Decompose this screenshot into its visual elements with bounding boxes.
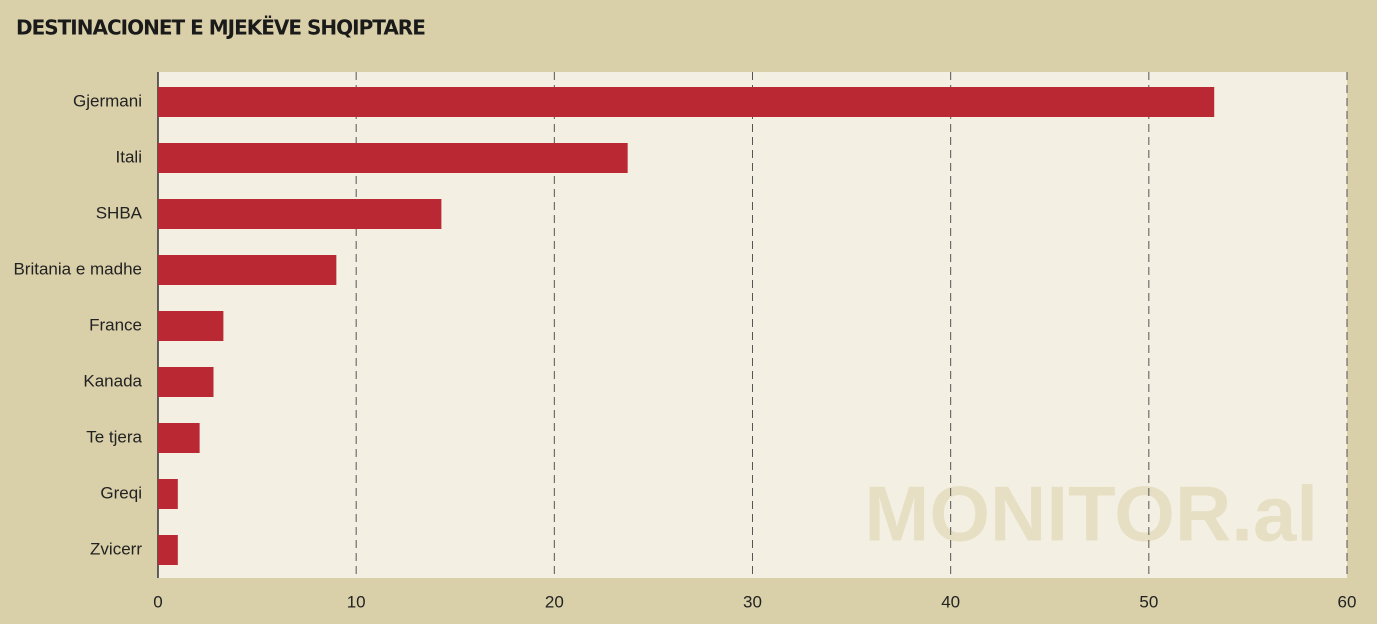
- y-tick-label: Zvicerr: [90, 539, 142, 558]
- bar: [158, 367, 214, 397]
- x-tick-label: 10: [347, 592, 366, 611]
- x-tick-label: 20: [545, 592, 564, 611]
- y-tick-label: France: [89, 315, 142, 334]
- x-tick-label: 0: [153, 592, 162, 611]
- x-tick-label: 30: [743, 592, 762, 611]
- y-tick-label: Kanada: [83, 371, 142, 390]
- y-tick-label: Itali: [116, 147, 142, 166]
- y-tick-label: Gjermani: [73, 91, 142, 110]
- x-tick-label: 60: [1338, 592, 1357, 611]
- bar: [158, 423, 200, 453]
- y-tick-label: Greqi: [100, 483, 142, 502]
- bar: [158, 87, 1215, 117]
- y-tick-label: Te tjera: [86, 427, 142, 446]
- chart-title: DESTINACIONET E MJEKËVE SHQIPTARE: [16, 16, 425, 40]
- x-tick-label: 40: [941, 592, 960, 611]
- bar: [158, 255, 337, 285]
- bar: [158, 479, 178, 509]
- bar: [158, 199, 442, 229]
- y-tick-label: SHBA: [96, 203, 143, 222]
- bar: [158, 311, 224, 341]
- bar: [158, 143, 628, 173]
- watermark: MONITOR.al: [864, 470, 1318, 558]
- y-tick-label: Britania e madhe: [13, 259, 142, 278]
- bar: [158, 535, 178, 565]
- x-tick-label: 50: [1139, 592, 1158, 611]
